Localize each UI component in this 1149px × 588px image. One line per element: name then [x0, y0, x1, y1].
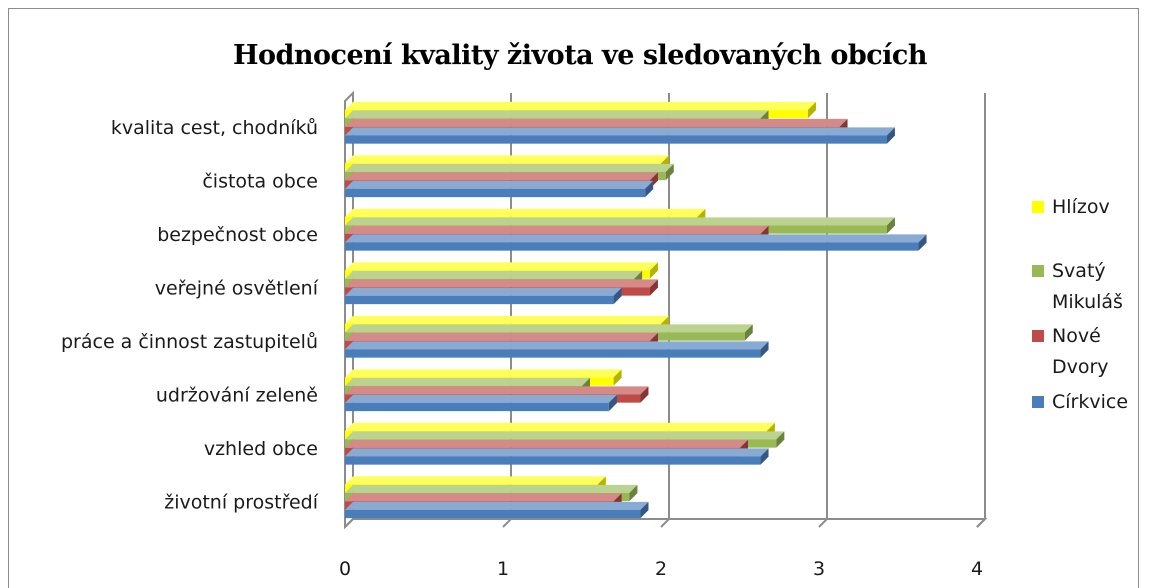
bar-církvice-3 — [345, 287, 622, 305]
legend-swatch — [1032, 396, 1044, 408]
bar-církvice-4 — [345, 341, 769, 358]
gridline-4 — [976, 93, 986, 528]
category-label: práce a činnost zastupitelů — [61, 331, 318, 353]
legend-label: Mikuláš — [1052, 291, 1123, 313]
legend-swatch — [1032, 265, 1044, 277]
bar-církvice-0 — [345, 127, 895, 144]
x-tick-label: 2 — [655, 558, 667, 580]
bar-církvice-7 — [345, 501, 649, 519]
legend-item-nové-dvory: Nové Dvory — [1032, 325, 1109, 378]
gridline-3 — [818, 93, 828, 528]
x-tick-labels: 0 1 2 3 4 — [339, 558, 983, 580]
legend: Hlízov Svatý Mikuláš Nové Dvory Církvice — [1032, 196, 1128, 413]
x-tick-label: 3 — [813, 558, 825, 580]
bar-církvice-6 — [345, 448, 769, 465]
category-labels: kvalita cest, chodníků čistota obce bezpeč… — [61, 117, 319, 514]
category-label: veřejné osvětlení — [155, 277, 319, 299]
category-label: udržování zeleně — [156, 384, 318, 406]
legend-label: Svatý — [1052, 260, 1106, 282]
chart-title: Hodnocení kvality života ve sledovaných … — [233, 40, 927, 71]
legend-item-svatý-mikuláš: Svatý Mikuláš — [1032, 260, 1123, 313]
legend-label: Církvice — [1052, 391, 1128, 413]
legend-swatch — [1032, 330, 1044, 342]
legend-label: Hlízov — [1052, 196, 1110, 218]
bar-církvice-5 — [345, 394, 617, 412]
category-label: vzhled obce — [204, 438, 318, 460]
category-label: bezpečnost obce — [157, 224, 318, 246]
bars — [345, 101, 927, 519]
legend-item-hlízov: Hlízov — [1032, 196, 1110, 218]
x-tick-label: 4 — [971, 558, 983, 580]
legend-label: Nové — [1052, 325, 1101, 347]
category-label: čistota obce — [202, 170, 318, 192]
legend-label: Dvory — [1052, 356, 1109, 378]
x-tick-label: 0 — [339, 558, 351, 580]
legend-item-církvice: Církvice — [1032, 391, 1128, 413]
bar-církvice-2 — [345, 234, 927, 251]
category-label: životní prostředí — [164, 491, 319, 513]
x-tick-label: 1 — [497, 558, 509, 580]
legend-swatch — [1032, 201, 1044, 213]
category-label: kvalita cest, chodníků — [111, 117, 318, 139]
bar-církvice-1 — [345, 180, 654, 198]
